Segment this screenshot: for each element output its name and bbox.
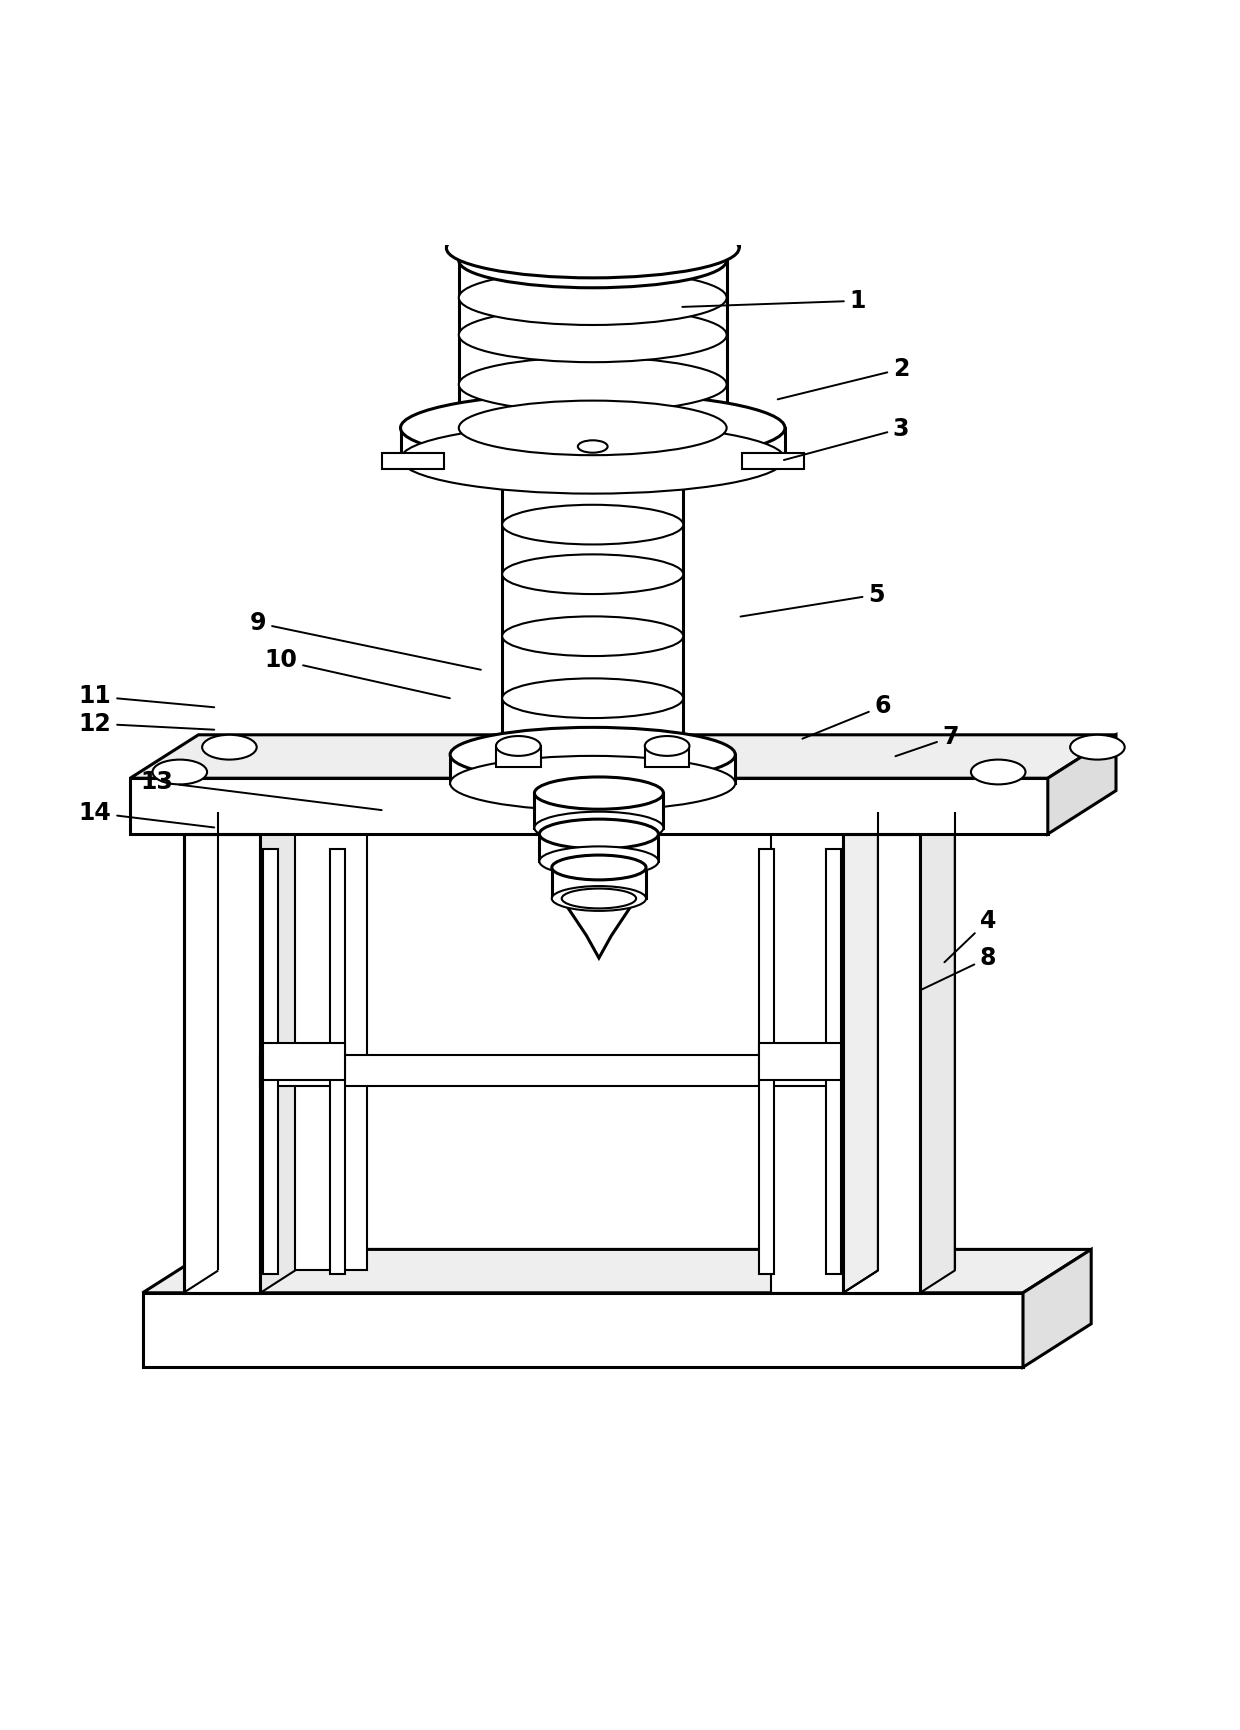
Polygon shape: [330, 849, 345, 1275]
Polygon shape: [534, 792, 663, 827]
Ellipse shape: [459, 356, 727, 412]
Polygon shape: [759, 849, 774, 1275]
Ellipse shape: [570, 190, 615, 209]
Polygon shape: [843, 811, 878, 1292]
Polygon shape: [552, 867, 646, 898]
Polygon shape: [130, 735, 1116, 778]
Text: 4: 4: [945, 908, 996, 962]
Text: 8: 8: [920, 946, 996, 990]
Text: 6: 6: [802, 694, 890, 739]
Polygon shape: [130, 778, 1048, 834]
Text: 2: 2: [777, 356, 909, 400]
Polygon shape: [562, 898, 636, 958]
Ellipse shape: [459, 401, 727, 455]
Polygon shape: [263, 1043, 345, 1080]
Ellipse shape: [496, 735, 541, 756]
Ellipse shape: [502, 505, 683, 545]
Ellipse shape: [446, 218, 739, 279]
Ellipse shape: [450, 727, 735, 782]
Ellipse shape: [401, 393, 785, 462]
Ellipse shape: [552, 886, 646, 912]
Polygon shape: [843, 834, 920, 1292]
Polygon shape: [539, 834, 658, 862]
Text: 9: 9: [250, 611, 481, 670]
Ellipse shape: [534, 777, 663, 810]
Polygon shape: [143, 1249, 1091, 1292]
Polygon shape: [260, 811, 295, 1292]
Polygon shape: [496, 746, 541, 766]
Ellipse shape: [459, 234, 727, 287]
Ellipse shape: [502, 450, 683, 488]
Text: 12: 12: [79, 711, 215, 735]
Text: 14: 14: [79, 801, 215, 827]
Text: 1: 1: [682, 289, 866, 313]
Polygon shape: [759, 1043, 841, 1080]
Text: 7: 7: [895, 725, 959, 756]
Ellipse shape: [202, 735, 257, 759]
Ellipse shape: [971, 759, 1025, 784]
Text: 13: 13: [140, 770, 382, 810]
Ellipse shape: [502, 734, 683, 773]
Polygon shape: [742, 453, 804, 469]
Polygon shape: [450, 754, 735, 784]
Ellipse shape: [645, 735, 689, 756]
Polygon shape: [184, 834, 260, 1292]
Polygon shape: [920, 811, 955, 1292]
Ellipse shape: [1070, 735, 1125, 759]
Polygon shape: [771, 834, 843, 1292]
Ellipse shape: [459, 270, 727, 325]
Polygon shape: [1048, 735, 1116, 834]
Polygon shape: [459, 261, 727, 427]
Polygon shape: [382, 453, 444, 469]
Ellipse shape: [578, 441, 608, 453]
Ellipse shape: [552, 855, 646, 881]
Polygon shape: [1023, 1249, 1091, 1367]
Ellipse shape: [450, 756, 735, 810]
Text: 11: 11: [79, 685, 215, 708]
Ellipse shape: [562, 889, 636, 908]
Ellipse shape: [534, 811, 663, 844]
Text: 5: 5: [740, 583, 884, 616]
Ellipse shape: [502, 554, 683, 593]
Polygon shape: [143, 1292, 1023, 1367]
Ellipse shape: [502, 678, 683, 718]
Ellipse shape: [153, 759, 207, 784]
Ellipse shape: [539, 846, 658, 875]
Polygon shape: [260, 1055, 843, 1086]
Ellipse shape: [459, 308, 727, 362]
Polygon shape: [401, 427, 785, 458]
Polygon shape: [502, 469, 683, 754]
Text: 3: 3: [784, 417, 909, 460]
Ellipse shape: [539, 818, 658, 849]
Ellipse shape: [446, 204, 739, 263]
Polygon shape: [263, 849, 278, 1275]
Polygon shape: [645, 746, 689, 766]
Ellipse shape: [401, 424, 785, 493]
Ellipse shape: [502, 616, 683, 656]
Ellipse shape: [567, 194, 619, 227]
Polygon shape: [826, 849, 841, 1275]
Text: 10: 10: [264, 649, 450, 699]
Polygon shape: [295, 811, 367, 1270]
